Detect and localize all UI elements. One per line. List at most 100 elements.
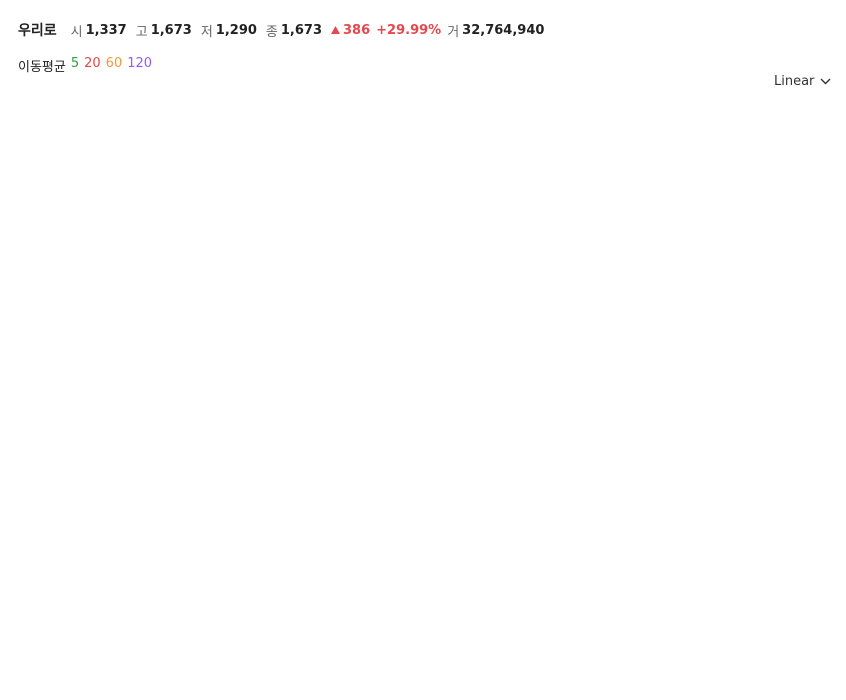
candle-body <box>451 368 458 373</box>
volume-bar <box>471 659 478 665</box>
candle-body <box>471 392 478 424</box>
volume-bar <box>540 661 547 665</box>
x-tick-label: 2024 <box>357 672 390 687</box>
volume-bar <box>725 659 732 665</box>
volume-title-value: 32,764,940 <box>58 562 140 577</box>
candle-body <box>60 423 67 435</box>
candle-body <box>168 444 175 464</box>
candle-body <box>381 341 388 352</box>
volume-bar <box>490 661 497 665</box>
candle-body <box>718 382 725 424</box>
candle-body <box>184 403 191 445</box>
candle-body <box>624 487 631 490</box>
volume-bar <box>614 662 621 665</box>
volume-bar <box>530 660 537 665</box>
candle-body <box>520 434 527 445</box>
annotation-value: 980 <box>613 525 638 539</box>
field-label: 저 <box>200 24 213 40</box>
volume-bar <box>411 656 418 665</box>
volume-bar <box>248 614 255 665</box>
volume-bar <box>0 659 7 665</box>
volume-bar <box>332 657 339 665</box>
y-tick-label: 2,340 <box>760 233 797 248</box>
candle-body <box>411 341 418 373</box>
candle-body <box>604 454 611 486</box>
volume-bar <box>238 655 245 665</box>
candle-body <box>480 423 487 431</box>
volume-bar <box>352 645 359 665</box>
candle-body <box>614 485 621 490</box>
change-percent: +29.99% <box>376 22 442 38</box>
candle-body <box>421 341 428 362</box>
volume-bar <box>585 660 592 665</box>
dropdown-caret <box>820 78 831 85</box>
candle-body <box>273 248 280 301</box>
ma-legend: 이동평균 5 20 60 120 <box>18 56 152 75</box>
volume-bar <box>94 644 101 665</box>
field-label: 고 <box>135 24 148 40</box>
candle-body <box>15 448 22 455</box>
annotation-arrow <box>576 529 585 537</box>
scale-mode[interactable]: Linear <box>774 74 815 89</box>
candle-body <box>705 413 712 424</box>
volume-bar <box>664 662 671 665</box>
annotation-value: 2,905 <box>292 108 330 122</box>
candle-body <box>213 427 220 435</box>
price-badge-label: 1,673 <box>760 370 801 385</box>
x-tick-label: 4월 <box>449 672 469 687</box>
volume-bar <box>391 660 398 665</box>
volume-bar <box>698 653 705 665</box>
volume-bar <box>604 660 611 665</box>
x-tick-label: 4월 <box>110 672 130 687</box>
volume-bar <box>154 661 161 665</box>
candle-body <box>154 463 161 466</box>
candle-body <box>673 454 680 480</box>
candle-body <box>75 423 82 455</box>
volume-bar <box>451 652 458 665</box>
candle-body <box>731 377 738 448</box>
candle-body <box>342 341 349 352</box>
volume-bar <box>256 589 263 665</box>
volume-bar <box>213 660 220 665</box>
volume-bar <box>421 659 428 665</box>
y-tick-label: 2,106 <box>760 281 797 296</box>
stock-name: 우리로 <box>18 23 57 39</box>
quote-header: 우리로 시 1,337 고 1,673 저 1,290 종 1,673 386 +29.… <box>18 20 553 40</box>
x-tick-label: 2023 <box>12 672 45 687</box>
candle-body <box>698 423 705 476</box>
volume-title: 거래량 32,764,940 <box>18 562 140 577</box>
y-tick-label: 1,872 <box>760 329 797 344</box>
volume-bar <box>198 657 205 665</box>
candle-body <box>490 425 497 431</box>
candle-body <box>530 430 537 435</box>
volume-bar <box>273 642 280 665</box>
scale-dropdown[interactable]: Linear <box>774 74 831 89</box>
volume-bar <box>510 661 517 665</box>
volume-bar <box>184 647 191 665</box>
candle-body <box>263 165 270 249</box>
volume-value: 32,764,940 <box>462 22 545 38</box>
candle-body <box>594 454 601 490</box>
candle-body <box>401 361 408 373</box>
candle-body <box>0 444 7 449</box>
annotation-change: (-42.41%) <box>333 108 399 122</box>
candle-body <box>691 448 698 476</box>
ma-line <box>14 328 728 460</box>
candle-body <box>302 176 309 290</box>
volume-bar <box>550 662 557 665</box>
candle-body <box>40 434 47 486</box>
y-tick-label: 1,170 <box>760 474 797 489</box>
volume-bar <box>718 657 725 665</box>
field-value: 1,673 <box>150 22 192 38</box>
legend-entry: 120 <box>127 56 153 71</box>
volume-bar <box>362 656 369 665</box>
legend-entry: 5 <box>70 56 80 71</box>
volume-bar <box>342 658 349 665</box>
annotation-arrow <box>255 111 264 119</box>
ma-line <box>13 267 728 487</box>
volume-bar <box>302 640 309 665</box>
candle-body <box>198 403 205 428</box>
volume-bar <box>711 648 718 665</box>
